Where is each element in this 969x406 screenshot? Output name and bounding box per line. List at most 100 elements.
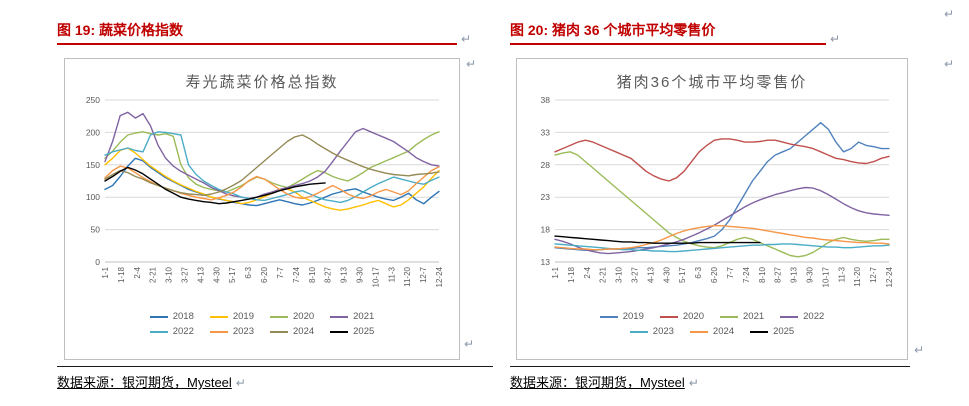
svg-text:1-18: 1-18 [117, 266, 126, 283]
legend-line-swatch [330, 315, 349, 318]
legend-item: 2020 [270, 311, 314, 322]
paragraph-mark-icon: ↵ [830, 32, 841, 46]
paragraph-mark-icon: ↵ [688, 376, 699, 390]
svg-text:5-17: 5-17 [678, 266, 687, 283]
legend-item: 2024 [270, 326, 314, 337]
paragraph-mark-icon: ↵ [235, 376, 246, 390]
legend-item: 2025 [330, 326, 374, 337]
svg-text:2-21: 2-21 [149, 266, 158, 283]
legend-line-swatch [209, 330, 228, 333]
svg-text:250: 250 [86, 95, 100, 105]
svg-text:0: 0 [95, 257, 100, 267]
chart-plot-area: 13 18 23 28 33 38 1-1 1-18 2-4 2-21 3-10 3-27 4-13 4-… [517, 94, 907, 337]
legend-line-swatch [750, 330, 769, 333]
paragraph-mark-icon: ↵ [466, 57, 477, 71]
svg-text:3-27: 3-27 [631, 266, 640, 283]
legend-item: 2022 [149, 326, 194, 337]
svg-text:2-21: 2-21 [599, 266, 608, 283]
legend-item: 2019 [599, 311, 644, 322]
chart-legend: 2018 2019 2020 2021 2022 2023 2024 2025 [73, 311, 451, 337]
legend-item: 2023 [629, 326, 674, 337]
legend-label: 2023 [232, 326, 254, 337]
legend-item: 2022 [780, 311, 824, 322]
data-source-text: 数据来源：银河期货，Mysteel [510, 375, 685, 390]
svg-text:28: 28 [541, 160, 551, 170]
paragraph-mark-icon: ↵ [914, 343, 925, 357]
svg-text:1-1: 1-1 [101, 266, 110, 278]
svg-text:12-7: 12-7 [869, 266, 878, 283]
legend-line-swatch [659, 315, 678, 318]
svg-text:8-27: 8-27 [774, 266, 783, 283]
svg-text:13: 13 [541, 257, 551, 267]
legend-line-swatch [209, 315, 228, 318]
legend-label: 2019 [622, 311, 644, 322]
legend-label: 2019 [232, 311, 254, 322]
legend-line-swatch [599, 315, 618, 318]
chart-plot-area: 0 50 100 150 200 250 1-1 1-18 2-4 2-21 3-10 3-27 4-1… [65, 94, 459, 337]
svg-text:3-10: 3-10 [165, 266, 174, 283]
paragraph-mark-icon: ↵ [461, 32, 472, 46]
svg-text:10-17: 10-17 [371, 266, 380, 287]
svg-text:7-7: 7-7 [726, 266, 735, 278]
legend-item: 2024 [689, 326, 734, 337]
source-row-right: 数据来源：银河期货，Mysteel ↵ [510, 366, 910, 391]
legend-label: 2024 [293, 326, 315, 337]
figure-19-header: 图 19: 蔬菜价格指数 ↵ [57, 20, 471, 45]
legend-line-swatch [629, 330, 648, 333]
legend-label: 2020 [682, 311, 704, 322]
svg-text:7-7: 7-7 [276, 266, 285, 278]
legend-label: 2025 [773, 326, 795, 337]
svg-text:8-27: 8-27 [324, 266, 333, 283]
legend-line-swatch [149, 330, 168, 333]
legend-label: 2021 [743, 311, 765, 322]
svg-text:2-4: 2-4 [133, 266, 142, 278]
svg-text:8-10: 8-10 [308, 266, 317, 283]
legend-item: 2019 [209, 311, 254, 322]
svg-text:7-24: 7-24 [742, 266, 751, 283]
paragraph-mark-icon: ↵ [464, 337, 475, 351]
svg-text:3-10: 3-10 [615, 266, 624, 283]
svg-text:6-3: 6-3 [694, 266, 703, 278]
legend-item: 2018 [149, 311, 194, 322]
svg-text:150: 150 [86, 160, 100, 170]
chart-title: 猪肉36个城市平均零售价 [616, 74, 808, 91]
svg-text:10-17: 10-17 [821, 266, 830, 287]
legend-label: 2022 [172, 326, 194, 337]
legend-label: 2018 [172, 311, 194, 322]
svg-text:12-24: 12-24 [885, 266, 894, 287]
legend-label: 2021 [353, 311, 375, 322]
svg-text:2-4: 2-4 [583, 266, 592, 278]
svg-text:4-30: 4-30 [212, 266, 221, 283]
svg-text:4-13: 4-13 [646, 266, 655, 283]
svg-text:38: 38 [541, 95, 551, 105]
svg-text:3-27: 3-27 [181, 266, 190, 283]
svg-text:4-30: 4-30 [662, 266, 671, 283]
legend-line-swatch [780, 315, 799, 318]
svg-text:9-30: 9-30 [805, 266, 814, 283]
svg-text:6-3: 6-3 [244, 266, 253, 278]
svg-text:9-13: 9-13 [790, 266, 799, 283]
figure-20-header: 图 20: 猪肉 36 个城市平均零售价 ↵ [510, 20, 840, 45]
svg-text:50: 50 [91, 225, 101, 235]
svg-text:11-20: 11-20 [853, 266, 862, 286]
paragraph-mark-icon: ↵ [944, 7, 955, 21]
pork-price-chart: 猪肉36个城市平均零售价 13 18 23 28 33 38 1-1 1-18 2-4 2-21 3… [516, 58, 908, 360]
svg-text:9-13: 9-13 [340, 266, 349, 283]
svg-text:200: 200 [86, 127, 100, 137]
legend-item: 2021 [330, 311, 374, 322]
svg-text:6-20: 6-20 [260, 266, 269, 283]
legend-line-swatch [149, 315, 168, 318]
legend-label: 2022 [803, 311, 825, 322]
paragraph-mark-icon: ↵ [944, 57, 955, 71]
data-source-text: 数据来源：银河期货，Mysteel [57, 375, 232, 390]
source-row-left: 数据来源：银河期货，Mysteel ↵ [57, 366, 493, 391]
figure-20-heading: 图 20: 猪肉 36 个城市平均零售价 [510, 20, 826, 45]
svg-text:5-17: 5-17 [228, 266, 237, 283]
legend-line-swatch [689, 330, 708, 333]
legend-label: 2023 [652, 326, 674, 337]
legend-line-swatch [330, 330, 349, 333]
legend-item: 2025 [750, 326, 794, 337]
legend-label: 2020 [293, 311, 315, 322]
svg-text:23: 23 [541, 192, 551, 202]
